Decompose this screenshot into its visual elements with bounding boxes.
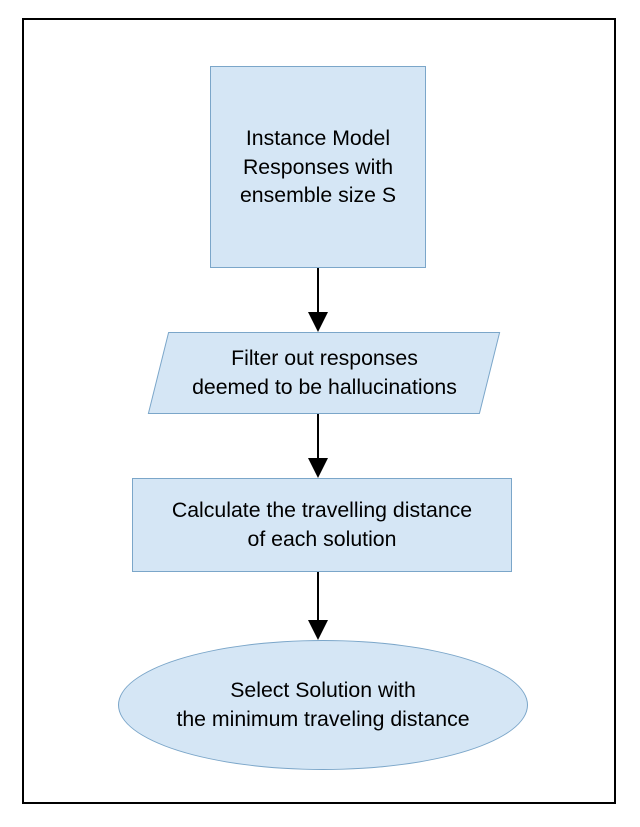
flowchart-node-instance-model: Instance ModelResponses withensemble siz…: [210, 66, 426, 268]
diagram-frame: Instance ModelResponses withensemble siz…: [22, 18, 616, 804]
arrow-3: [308, 572, 328, 642]
flowchart-node-filter-hallucinations: Filter out responsesdeemed to be halluci…: [148, 332, 500, 414]
arrow-2: [308, 414, 328, 480]
node-label: Calculate the travelling distanceof each…: [162, 490, 482, 559]
flowchart-node-calculate-distance: Calculate the travelling distanceof each…: [132, 478, 512, 572]
arrow-1: [308, 268, 328, 334]
node-label: Instance ModelResponses withensemble siz…: [230, 118, 406, 216]
node-label: Filter out responsesdeemed to be halluci…: [182, 338, 467, 407]
node-label: Select Solution withthe minimum travelin…: [166, 670, 479, 739]
flowchart-node-select-solution: Select Solution withthe minimum travelin…: [118, 640, 528, 770]
